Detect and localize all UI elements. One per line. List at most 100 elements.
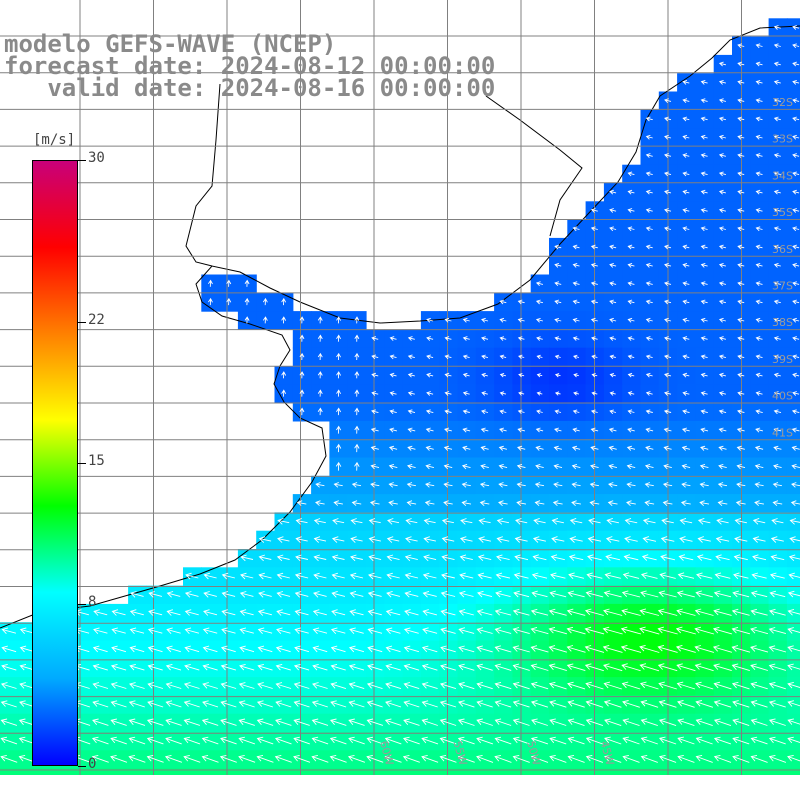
wind-arrow [295,536,308,543]
wind-arrow [530,608,549,616]
wind-arrow [732,718,750,727]
wind-arrow [640,754,658,763]
wind-arrow [553,482,563,488]
wind-arrow [609,317,617,323]
wind-arrow [348,718,365,726]
wind-arrow [1,627,17,635]
wind-arrow [275,663,291,671]
wind-arrow [590,262,598,268]
wind-arrow [439,700,457,708]
wind-arrow [458,627,475,634]
wind-arrow [330,663,346,671]
wind-arrow [389,409,397,415]
wind-arrow [681,427,690,433]
wind-cell [786,585,800,605]
wind-arrow [530,754,549,763]
wind-arrow [664,134,672,140]
wind-arrow [755,189,763,195]
wind-arrow [571,445,581,451]
wind-arrow [584,626,605,635]
wind-arrow [458,645,475,653]
wind-arrow [371,354,379,360]
wind-arrow [347,754,366,763]
wind-arrow [609,336,617,341]
latitude-label: 41S [772,426,793,439]
wind-arrow [370,463,380,470]
wind-arrow [389,336,397,341]
wind-arrow [350,536,363,543]
wind-arrow [700,153,708,158]
wind-arrow [737,43,745,49]
wind-arrow [439,736,457,745]
wind-arrow [348,682,365,690]
wind-arrow [627,262,635,268]
wind-arrow [609,409,617,415]
wind-arrow [676,590,695,598]
wind-arrow [755,427,764,433]
wind-arrow [208,279,213,287]
wind-arrow [699,500,710,507]
wind-arrow [426,391,434,396]
wind-arrow [385,627,401,635]
wind-arrow [313,536,327,543]
wind-arrow [755,262,763,268]
wind-arrow [335,461,342,471]
wind-arrow [517,445,526,451]
wind-arrow [458,590,474,598]
wind-arrow [718,299,727,305]
wind-arrow [551,536,565,543]
wind-arrow [422,609,438,616]
wind-arrow [712,626,733,635]
wind-arrow [627,354,635,360]
wind-arrow [658,718,677,727]
wind-arrow [567,736,585,745]
wind-arrow [311,754,329,763]
wind-arrow [148,591,163,598]
wind-arrow [201,754,219,763]
wind-arrow [440,627,456,634]
wind-arrow [768,645,787,653]
wind-arrow [605,536,620,543]
latitude-label: 36S [772,243,793,256]
wind-arrow [755,79,763,85]
wind-arrow [639,608,660,616]
wind-arrow [568,572,585,580]
wind-arrow [663,427,672,433]
wind-arrow [792,25,800,30]
wind-arrow [645,244,653,250]
wind-arrow [329,754,347,763]
wind-arrow [331,536,345,543]
wind-arrow [664,208,672,213]
wind-arrow [444,391,452,396]
wind-arrow [700,354,708,360]
wind-arrow [257,609,273,616]
wind-arrow [481,354,489,360]
wind-arrow [732,700,750,708]
wind-arrow [110,718,127,726]
wind-arrow [494,645,512,653]
wind-arrow [331,554,345,562]
wind-arrow [330,700,347,708]
wind-arrow [603,590,622,598]
wind-arrow [348,700,365,708]
wind-arrow [718,354,727,360]
wind-arrow [773,61,781,67]
wind-arrow [91,754,109,763]
wind-arrow [404,572,419,580]
wind-arrow [426,354,434,360]
wind-arrow [755,116,763,122]
wind-arrow [257,645,273,653]
wind-arrow [462,372,470,378]
wind-arrow [457,718,475,726]
wind-arrow [731,645,751,653]
wind-arrow [294,572,309,580]
wind-arrow [664,281,672,287]
wind-arrow [440,663,456,671]
wind-arrow [718,427,727,433]
wind-arrow [350,554,363,562]
wind-arrow [348,736,365,745]
wind-arrow [354,425,360,434]
wind-arrow [548,608,567,616]
wind-arrow [274,754,292,763]
wind-arrow [554,317,562,323]
